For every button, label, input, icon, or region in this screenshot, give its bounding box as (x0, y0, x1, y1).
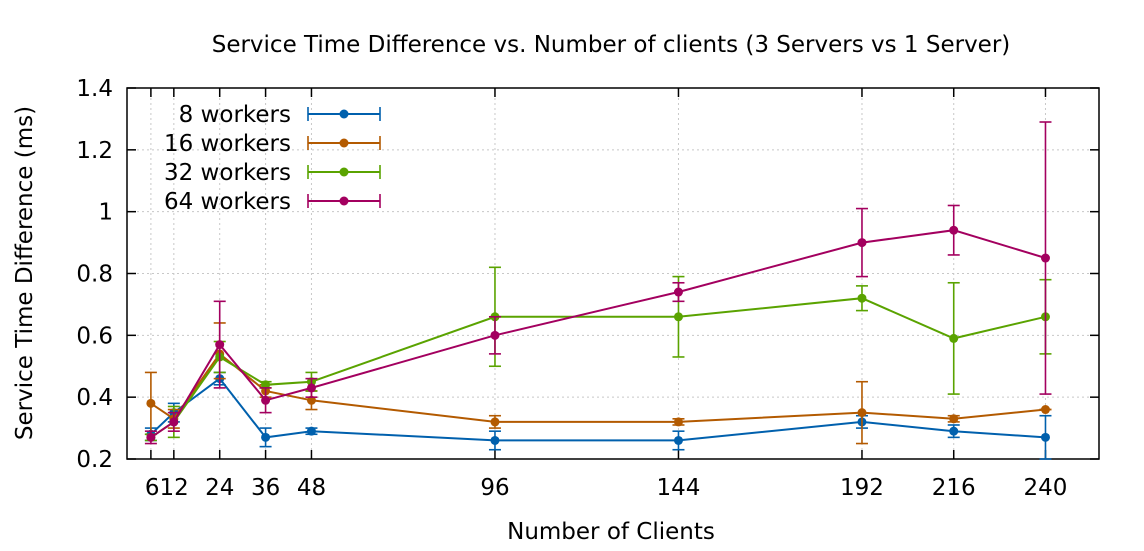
series-line (150, 229, 1046, 439)
data-point (146, 398, 156, 408)
axes: 0.2 0.4 0.6 0.8 1 1.2 1.4 612 24 36 48 96 144 192 216 2… (76, 76, 1100, 501)
legend-item: 64 workers (164, 189, 381, 215)
series-layer (144, 121, 1052, 460)
series-4 (144, 121, 1052, 445)
data-point (490, 417, 500, 427)
y-tick-label: 1 (98, 200, 113, 226)
data-point (949, 414, 959, 424)
legend-label: 8 workers (179, 102, 291, 128)
series-line (150, 352, 1046, 423)
y-tick-label: 0.6 (76, 323, 113, 349)
legend: 8 workers 16 workers 32 workers 64 workers (164, 102, 381, 215)
data-point (949, 333, 959, 343)
data-point (1040, 432, 1050, 442)
y-tick-label: 1.4 (76, 76, 113, 102)
legend-item: 32 workers (164, 160, 381, 186)
y-axis-label: Service Time Difference (ms) (12, 106, 38, 440)
chart-title: Service Time Difference vs. Number of cl… (212, 32, 1011, 58)
x-tick-label: 36 (251, 475, 280, 501)
y-tick-label: 1.2 (76, 138, 113, 164)
x-tick-label: 96 (480, 475, 509, 501)
x-tick-label: 612 (145, 475, 189, 501)
data-point (1040, 405, 1050, 415)
legend-item: 16 workers (164, 131, 381, 157)
y-tick-label: 0.2 (76, 447, 113, 473)
x-tick-label: 240 (1024, 475, 1068, 501)
legend-label: 32 workers (164, 160, 291, 186)
data-point (169, 417, 179, 427)
data-point (673, 417, 683, 427)
x-tick-label: 192 (840, 475, 884, 501)
x-tick-label: 24 (205, 475, 234, 501)
legend-marker (339, 196, 349, 206)
data-point (673, 435, 683, 445)
data-point (215, 340, 225, 350)
series-line (150, 377, 1046, 442)
data-point (261, 432, 271, 442)
x-axis-label: Number of Clients (507, 519, 715, 545)
data-point (490, 435, 500, 445)
x-tick-label: 144 (657, 475, 701, 501)
y-tick-label: 0.8 (76, 262, 113, 288)
y-tick-label: 0.4 (76, 385, 113, 411)
data-point (857, 408, 867, 418)
data-point (949, 225, 959, 235)
series-line (150, 297, 1046, 439)
legend-label: 64 workers (164, 189, 291, 215)
data-point (306, 426, 316, 436)
legend-item: 8 workers (179, 102, 381, 128)
legend-marker (339, 138, 349, 148)
data-point (673, 312, 683, 322)
x-tick-label: 48 (297, 475, 326, 501)
plot-frame (126, 87, 1100, 460)
legend-marker (339, 109, 349, 119)
x-tick-label: 216 (932, 475, 976, 501)
data-point (949, 426, 959, 436)
series-1 (144, 371, 1052, 460)
data-point (490, 330, 500, 340)
legend-marker (339, 167, 349, 177)
data-point (306, 395, 316, 405)
data-point (306, 383, 316, 393)
data-point (1040, 253, 1050, 263)
data-point (857, 238, 867, 248)
data-point (146, 432, 156, 442)
data-point (261, 395, 271, 405)
legend-label: 16 workers (164, 131, 291, 157)
data-point (857, 293, 867, 303)
data-point (261, 380, 271, 390)
data-point (673, 287, 683, 297)
